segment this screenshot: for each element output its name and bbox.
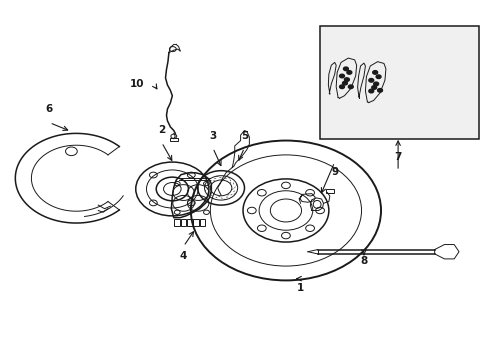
Text: 10: 10	[130, 79, 144, 89]
Circle shape	[368, 78, 373, 82]
Circle shape	[373, 82, 378, 86]
Circle shape	[347, 85, 352, 89]
Bar	[169, 138, 177, 141]
Text: 9: 9	[330, 167, 338, 177]
Circle shape	[371, 86, 376, 89]
Bar	[174, 219, 180, 226]
Text: 2: 2	[158, 125, 165, 135]
Text: 5: 5	[241, 131, 247, 141]
Bar	[186, 219, 192, 226]
Bar	[320, 26, 478, 139]
Text: 6: 6	[46, 104, 53, 114]
Circle shape	[343, 67, 347, 71]
Text: 4: 4	[180, 251, 187, 261]
Text: 8: 8	[360, 256, 367, 266]
Text: 3: 3	[209, 131, 216, 141]
Circle shape	[342, 81, 346, 85]
Text: 7: 7	[394, 152, 401, 162]
Circle shape	[372, 71, 377, 74]
Bar	[180, 219, 186, 226]
Bar	[193, 219, 199, 226]
Circle shape	[339, 85, 344, 89]
Circle shape	[368, 89, 373, 93]
Bar	[325, 189, 333, 193]
Circle shape	[375, 75, 380, 78]
Circle shape	[346, 71, 351, 74]
Text: 1: 1	[296, 283, 304, 293]
Bar	[199, 219, 205, 226]
Circle shape	[377, 89, 382, 92]
Circle shape	[344, 78, 348, 81]
Circle shape	[339, 74, 344, 78]
